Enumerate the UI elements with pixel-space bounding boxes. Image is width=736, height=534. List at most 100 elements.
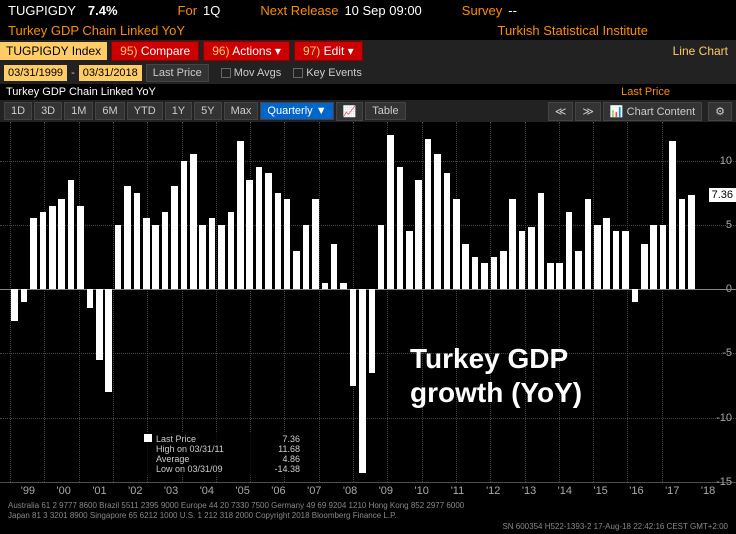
bar <box>350 289 357 385</box>
gear-icon[interactable]: ⚙ <box>708 102 732 121</box>
period-button-quarterly[interactable]: Quarterly ▼ <box>260 102 333 120</box>
x-tick-label: '11 <box>440 485 476 497</box>
bar <box>96 289 103 360</box>
footer: Australia 61 2 9777 8600 Brazil 5511 239… <box>0 499 736 534</box>
bar <box>594 225 601 289</box>
x-tick-label: '00 <box>46 485 82 497</box>
date-from-input[interactable]: 03/31/1999 <box>4 65 67 81</box>
bar <box>688 195 695 290</box>
bar <box>406 231 413 289</box>
survey-value: -- <box>508 3 517 18</box>
bar <box>143 218 150 289</box>
bar <box>11 289 18 321</box>
period-button-3d[interactable]: 3D <box>34 102 62 120</box>
x-tick-label: '09 <box>368 485 404 497</box>
survey-label: Survey <box>462 3 502 18</box>
subtitle-right: Last Price <box>615 84 676 100</box>
subtitle-row: Turkey GDP Chain Linked YoY Last Price <box>0 84 736 100</box>
bar <box>49 206 56 290</box>
bar <box>660 225 667 289</box>
chart-type-label[interactable]: Line Chart <box>665 42 736 60</box>
bar <box>481 263 488 289</box>
last-price-button[interactable]: Last Price <box>146 64 209 82</box>
period-button-1y[interactable]: 1Y <box>165 102 192 120</box>
bar <box>434 154 441 289</box>
bar <box>190 154 197 289</box>
x-tick-label: '04 <box>189 485 225 497</box>
bar <box>369 289 376 373</box>
source-label: Turkish Statistical Institute <box>497 23 648 38</box>
bar <box>40 212 47 289</box>
period-button-max[interactable]: Max <box>224 102 259 120</box>
bar <box>472 257 479 289</box>
x-tick-label: '14 <box>547 485 583 497</box>
bar <box>68 180 75 289</box>
bar <box>284 199 291 289</box>
actions-button[interactable]: 96) Actions ▾ <box>203 41 290 61</box>
bar <box>378 225 385 289</box>
bar <box>218 225 225 289</box>
bar <box>152 225 159 289</box>
table-button[interactable]: Table <box>365 102 405 120</box>
bar <box>293 251 300 290</box>
bar <box>650 225 657 289</box>
period-bar: 1D3D1M6MYTD1Y5YMaxQuarterly ▼📈Table ≪≫📊 C… <box>0 100 736 122</box>
bar <box>237 141 244 289</box>
bar <box>415 180 422 289</box>
bar <box>509 199 516 289</box>
bar <box>322 283 329 289</box>
period-button-1d[interactable]: 1D <box>4 102 32 120</box>
bar <box>500 251 507 290</box>
bar <box>134 193 141 289</box>
chart_icon-button[interactable]: 📈 <box>336 102 364 121</box>
footer-line-1: Australia 61 2 9777 8600 Brazil 5511 239… <box>8 501 728 511</box>
header-row-1: TUGPIGDY 7.4% For 1Q Next Release 10 Sep… <box>0 0 736 20</box>
bar <box>575 251 582 290</box>
next-release-label: Next Release <box>260 3 338 18</box>
bar <box>538 193 545 289</box>
x-tick-label: '01 <box>82 485 118 497</box>
bar <box>425 139 432 289</box>
y-tick-label: 5 <box>726 219 732 231</box>
chart-content-button[interactable]: 📊 Chart Content <box>603 102 702 121</box>
x-tick-label: '13 <box>511 485 547 497</box>
x-tick-label: '05 <box>225 485 261 497</box>
bar <box>87 289 94 308</box>
mov-avgs-checkbox[interactable]: Mov Avgs <box>221 67 282 79</box>
next-release-value: 10 Sep 09:00 <box>344 3 421 18</box>
ticker-bar: TUGPIGDY Index 95) Compare 96) Actions ▾… <box>0 40 736 62</box>
x-tick-label: '10 <box>404 485 440 497</box>
ticker-symbol: TUGPIGDY <box>8 3 76 18</box>
y-tick-label: -10 <box>716 412 732 424</box>
key-events-checkbox[interactable]: Key Events <box>293 67 362 79</box>
bar <box>387 135 394 289</box>
period-button-ytd[interactable]: YTD <box>127 102 163 120</box>
compare-button[interactable]: 95) Compare <box>111 41 199 61</box>
period-button-6m[interactable]: 6M <box>95 102 124 120</box>
date-to-input[interactable]: 03/31/2018 <box>79 65 142 81</box>
period-button-1m[interactable]: 1M <box>64 102 93 120</box>
y-tick-label: -5 <box>722 347 732 359</box>
next-button[interactable]: ≫ <box>575 102 601 121</box>
y-tick-label: 10 <box>720 155 732 167</box>
bar <box>275 193 282 289</box>
price-tag: 7.36 <box>709 188 736 202</box>
bar <box>585 199 592 289</box>
ticker-input[interactable]: TUGPIGDY Index <box>0 42 107 60</box>
chart-area: -15-10-505107.36Turkey GDPgrowth (YoY)La… <box>0 122 736 482</box>
header-row-2: Turkey GDP Chain Linked YoY Turkish Stat… <box>0 20 736 40</box>
bar <box>632 289 639 302</box>
legend: Last Price7.36High on 03/31/1111.68Avera… <box>140 432 304 476</box>
x-tick-label: '07 <box>296 485 332 497</box>
bar <box>181 161 188 290</box>
bar <box>21 289 28 302</box>
bar <box>77 206 84 290</box>
bar <box>199 225 206 289</box>
x-tick-label: '03 <box>153 485 189 497</box>
period-button-5y[interactable]: 5Y <box>194 102 221 120</box>
footer-line-3: SN 600354 H522-1393-2 17-Aug-18 22:42:16… <box>8 522 728 532</box>
bar <box>669 141 676 289</box>
bar <box>566 212 573 289</box>
prev-button[interactable]: ≪ <box>548 102 574 121</box>
edit-button[interactable]: 97) Edit ▾ <box>294 41 363 61</box>
